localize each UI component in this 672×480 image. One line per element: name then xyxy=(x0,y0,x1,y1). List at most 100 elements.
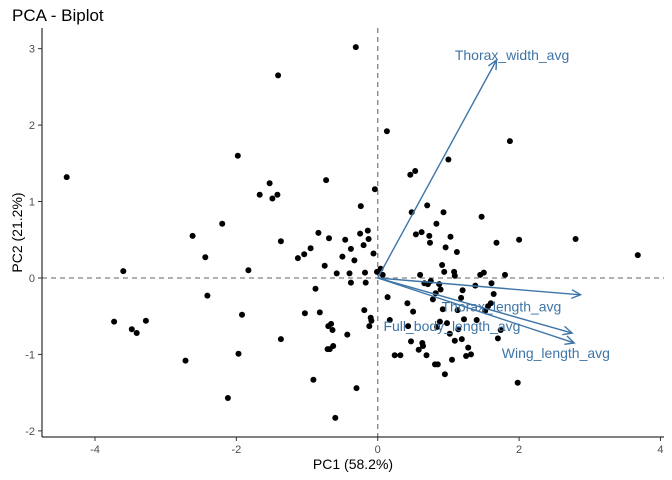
data-point xyxy=(408,338,414,345)
data-point xyxy=(404,300,411,307)
data-point xyxy=(128,326,135,333)
data-point xyxy=(444,320,450,327)
y-axis-title: PC2 (21.2%) xyxy=(9,192,25,272)
data-point xyxy=(204,292,211,299)
data-point xyxy=(182,357,189,364)
data-point xyxy=(436,318,443,325)
loading-label-thorax-length-avg: Thorax_length_avg xyxy=(441,298,561,314)
data-point xyxy=(391,352,398,359)
data-point xyxy=(235,350,242,357)
data-point xyxy=(357,230,364,237)
data-point xyxy=(316,309,323,316)
data-point xyxy=(266,180,273,187)
data-point xyxy=(412,168,419,174)
data-point xyxy=(451,337,458,344)
data-point xyxy=(301,251,308,258)
x-tick-label: -2 xyxy=(231,444,241,456)
data-point xyxy=(478,213,485,220)
data-point xyxy=(383,128,390,135)
y-tick-label: -1 xyxy=(25,349,35,361)
data-point xyxy=(332,414,339,421)
data-point xyxy=(256,191,263,198)
loading-arrow-wing-length-avg xyxy=(377,277,576,345)
data-point xyxy=(346,270,353,277)
data-point xyxy=(488,280,495,287)
data-point xyxy=(426,232,433,239)
loading-label-full-body-length-avg: Full_body_length_avg xyxy=(383,318,520,334)
arrow-shaft xyxy=(377,277,581,296)
data-point xyxy=(454,307,461,314)
data-point xyxy=(370,250,377,257)
data-point xyxy=(436,281,443,288)
data-point xyxy=(321,262,328,269)
data-point xyxy=(344,331,351,338)
data-point xyxy=(333,270,340,277)
data-point xyxy=(434,361,441,368)
data-point xyxy=(420,343,426,349)
data-point xyxy=(347,245,354,252)
data-point xyxy=(490,291,497,297)
data-point xyxy=(352,44,359,51)
data-point xyxy=(312,285,319,292)
data-point xyxy=(480,269,487,276)
loading-arrow-thorax-width-avg xyxy=(377,58,498,279)
data-point xyxy=(362,279,369,286)
data-point xyxy=(202,254,209,261)
data-point xyxy=(245,267,252,274)
y-tick-label: 2 xyxy=(29,120,35,132)
data-point xyxy=(330,343,337,349)
data-point xyxy=(634,252,641,259)
data-point xyxy=(307,245,314,252)
data-point xyxy=(323,177,330,184)
arrow-head xyxy=(487,58,498,71)
data-point xyxy=(447,233,454,240)
chart-title: PCA - Biplot xyxy=(12,6,104,25)
data-point xyxy=(362,269,368,276)
data-point xyxy=(458,336,465,343)
data-point xyxy=(368,317,375,324)
data-point xyxy=(353,385,360,392)
arrow-head xyxy=(571,289,583,300)
data-point xyxy=(342,236,349,243)
data-point xyxy=(384,294,391,301)
data-point xyxy=(339,253,346,260)
data-point xyxy=(439,306,446,313)
data-point xyxy=(516,236,523,243)
y-tick-label: -2 xyxy=(25,426,35,438)
data-point xyxy=(446,330,453,337)
data-point xyxy=(506,138,513,145)
data-point xyxy=(328,320,335,327)
data-point xyxy=(424,202,431,209)
data-point xyxy=(361,307,368,314)
data-point xyxy=(386,317,393,323)
data-point xyxy=(493,239,500,246)
data-point xyxy=(360,242,367,249)
data-point xyxy=(371,186,378,193)
data-point xyxy=(497,327,504,333)
data-point xyxy=(572,236,579,242)
data-point xyxy=(502,271,508,278)
data-point xyxy=(423,352,430,359)
data-point xyxy=(415,346,422,353)
data-point xyxy=(458,294,465,301)
data-point xyxy=(63,174,70,181)
data-point xyxy=(111,318,118,325)
x-tick-label: 4 xyxy=(657,444,663,456)
data-point xyxy=(451,272,458,279)
data-point xyxy=(366,323,373,330)
y-tick-label: 0 xyxy=(29,273,35,285)
data-point xyxy=(437,286,444,293)
data-point xyxy=(347,279,354,286)
data-point xyxy=(329,327,336,333)
data-point xyxy=(326,235,332,242)
x-axis-title: PC1 (58.2%) xyxy=(313,456,393,472)
data-point xyxy=(463,353,470,359)
data-point xyxy=(427,239,433,246)
loading-labels: Thorax_width_avg Thorax_length_avg Full_bo… xyxy=(383,47,609,361)
data-point xyxy=(412,231,419,238)
x-tick-label: -4 xyxy=(90,444,100,456)
data-point xyxy=(274,191,281,198)
x-axis-ticks: -4 -2 0 2 4 xyxy=(90,437,664,456)
data-point xyxy=(433,220,440,227)
data-point xyxy=(365,236,372,242)
